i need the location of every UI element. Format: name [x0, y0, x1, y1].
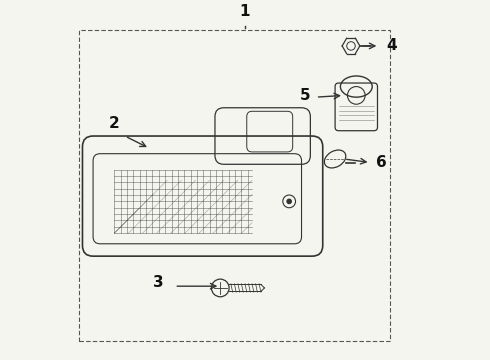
Text: 5: 5	[300, 88, 310, 103]
Text: 2: 2	[109, 116, 120, 131]
Text: 3: 3	[153, 275, 164, 290]
Text: 4: 4	[386, 39, 397, 53]
Text: 6: 6	[376, 155, 387, 170]
Circle shape	[287, 199, 291, 203]
Bar	[79, 30, 390, 341]
Text: 1: 1	[240, 4, 250, 19]
